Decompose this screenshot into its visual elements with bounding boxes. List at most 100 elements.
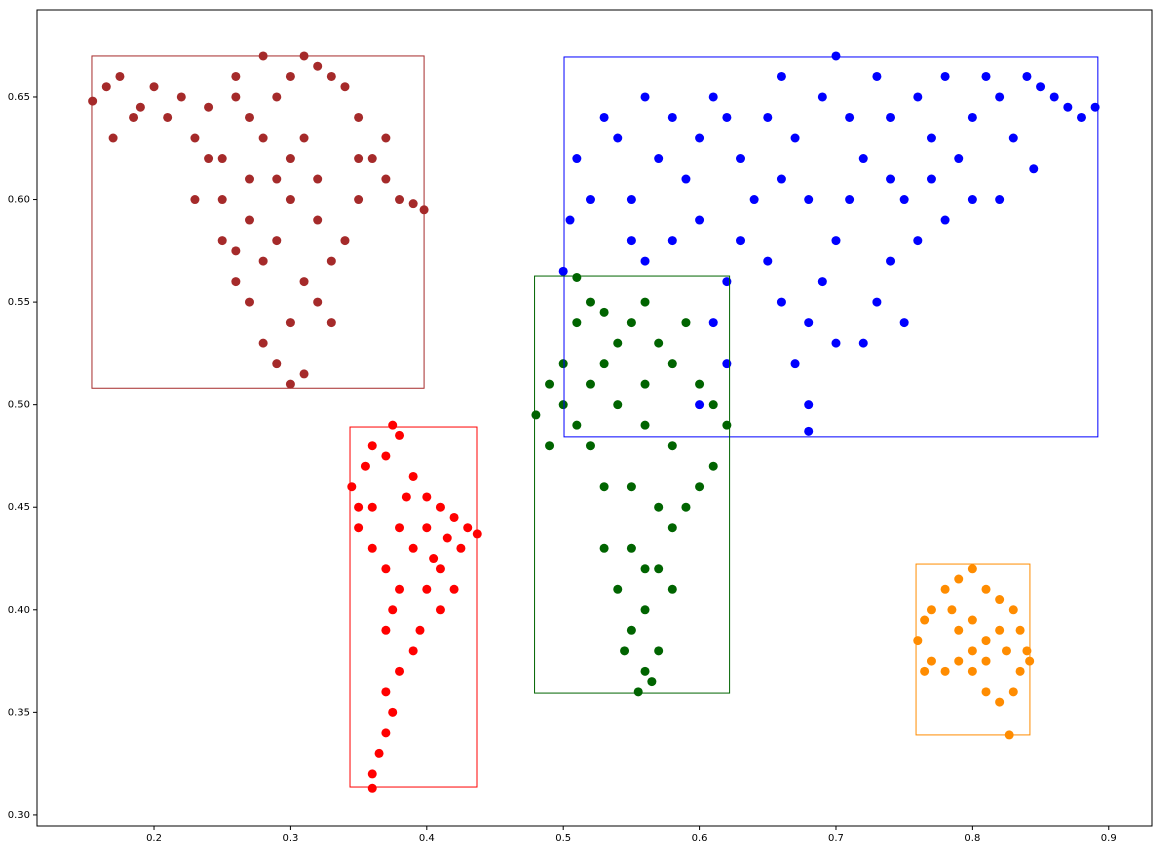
scatter-point [1022, 71, 1032, 81]
scatter-point [367, 783, 377, 793]
scatter-point [1015, 625, 1025, 635]
scatter-point [395, 195, 405, 205]
scatter-point [667, 584, 677, 594]
scatter-point [545, 441, 555, 451]
scatter-point [954, 656, 964, 666]
scatter-point [429, 554, 439, 564]
scatter-point [695, 215, 705, 225]
scatter-point [299, 369, 309, 379]
scatter-point [763, 256, 773, 266]
scatter-point [422, 584, 432, 594]
scatter-point [995, 595, 1005, 605]
scatter-point [640, 420, 650, 430]
scatter-point [626, 236, 636, 246]
scatter-point [367, 502, 377, 512]
scatter-point [565, 215, 575, 225]
scatter-point [599, 543, 609, 553]
scatter-point [231, 92, 241, 102]
scatter-point [640, 605, 650, 615]
scatter-point [408, 646, 418, 656]
scatter-point [272, 359, 282, 369]
scatter-point [626, 625, 636, 635]
scatter-point [299, 277, 309, 287]
scatter-point [913, 636, 923, 646]
scatter-point [681, 502, 691, 512]
scatter-point [340, 236, 350, 246]
scatter-point [654, 502, 664, 512]
scatter-point [381, 133, 391, 143]
scatter-point [388, 605, 398, 615]
scatter-point [326, 71, 336, 81]
scatter-point [620, 646, 630, 656]
scatter-point [572, 154, 582, 164]
scatter-point [463, 523, 473, 533]
scatter-point [926, 605, 936, 615]
scatter-point [285, 379, 295, 389]
scatter-point [654, 338, 664, 348]
scatter-point [313, 297, 323, 307]
scatter-point [449, 512, 459, 522]
scatter-point [244, 112, 254, 122]
scatter-point [204, 154, 214, 164]
scatter-point [388, 707, 398, 717]
scatter-point [244, 297, 254, 307]
scatter-point [381, 174, 391, 184]
scatter-point [872, 297, 882, 307]
scatter-point [633, 687, 643, 697]
scatter-point [695, 133, 705, 143]
scatter-point [558, 359, 568, 369]
scatter-point [763, 112, 773, 122]
scatter-point [381, 451, 391, 461]
scatter-point [831, 338, 841, 348]
scatter-point [435, 502, 445, 512]
scatter-point [640, 297, 650, 307]
scatter-point [981, 656, 991, 666]
scatter-point [667, 236, 677, 246]
scatter-point [667, 112, 677, 122]
scatter-point [408, 199, 418, 209]
scatter-point [422, 523, 432, 533]
scatter-point [981, 687, 991, 697]
scatter-point [776, 297, 786, 307]
scatter-point [340, 82, 350, 92]
scatter-point [858, 154, 868, 164]
scatter-point [995, 92, 1005, 102]
scatter-point [613, 133, 623, 143]
scatter-point [695, 379, 705, 389]
scatter-point [613, 400, 623, 410]
scatter-point [258, 338, 268, 348]
scatter-point [285, 195, 295, 205]
scatter-point [654, 154, 664, 164]
scatter-point [374, 748, 384, 758]
scatter-point [1008, 687, 1018, 697]
scatter-point [176, 92, 186, 102]
scatter-point [388, 420, 398, 430]
scatter-point [244, 174, 254, 184]
scatter-point [613, 584, 623, 594]
y-tick-label: 0.60 [8, 195, 30, 206]
scatter-point [285, 71, 295, 81]
scatter-point [708, 92, 718, 102]
scatter-point [926, 174, 936, 184]
scatter-point [886, 174, 896, 184]
scatter-point [313, 174, 323, 184]
scatter-point [681, 174, 691, 184]
scatter-point [940, 584, 950, 594]
scatter-point [395, 430, 405, 440]
scatter-point [545, 379, 555, 389]
scatter-point [217, 154, 227, 164]
scatter-point [401, 492, 411, 502]
scatter-point [1008, 605, 1018, 615]
scatter-point [967, 195, 977, 205]
scatter-point [217, 195, 227, 205]
scatter-point [817, 277, 827, 287]
x-tick-label: 0.4 [419, 833, 435, 844]
scatter-point [831, 236, 841, 246]
x-tick-label: 0.5 [555, 833, 571, 844]
scatter-point [708, 400, 718, 410]
y-tick-label: 0.45 [8, 502, 30, 513]
y-tick-label: 0.35 [8, 707, 30, 718]
scatter-point [647, 677, 657, 687]
scatter-point [886, 256, 896, 266]
